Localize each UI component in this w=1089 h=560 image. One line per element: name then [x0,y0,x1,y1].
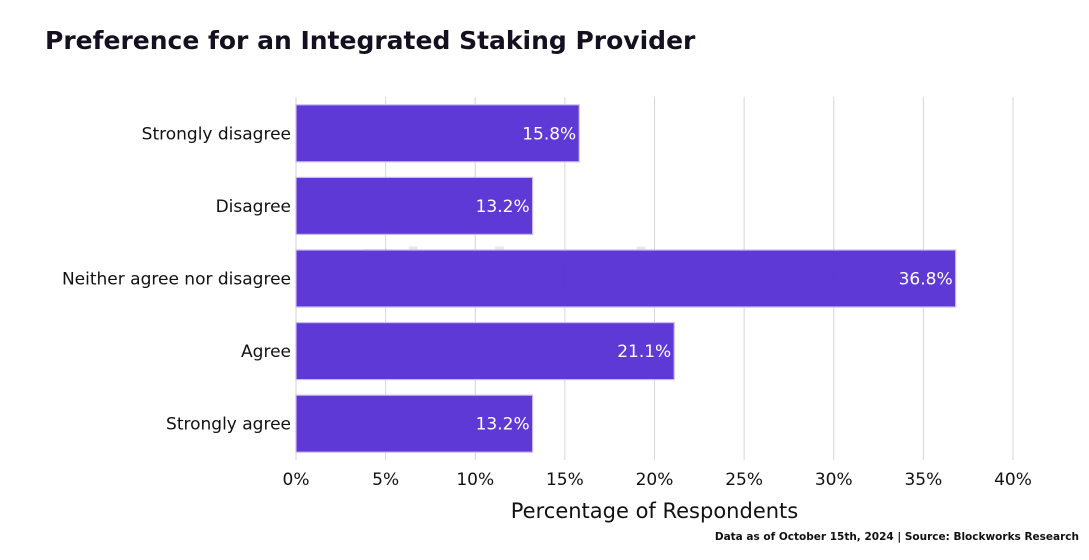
x-tick-label: 40% [994,470,1032,490]
x-tick-label: 15% [546,470,584,490]
bar-value-label: 13.2% [476,197,530,217]
x-tick-label: 5% [372,470,399,490]
source-footer: Data as of October 15th, 2024 | Source: … [714,531,1079,543]
bar-value-label: 21.1% [617,342,671,362]
bar-value-label: 13.2% [476,415,530,435]
bar-value-label: 15.8% [522,124,576,144]
chart-title: Preference for an Integrated Staking Pro… [45,26,696,55]
bar [295,394,534,453]
x-axis-title: Percentage of Respondents [511,499,798,523]
x-tick-label: 30% [815,470,853,490]
x-tick-label: 20% [636,470,674,490]
y-category-label: Disagree [216,197,291,217]
x-tick-label: 25% [725,470,763,490]
y-category-label: Strongly agree [166,415,291,435]
x-tick-label: 0% [283,470,310,490]
bar [295,176,534,235]
bar [295,104,580,163]
x-tick-label: 10% [456,470,494,490]
bar-value-label: 36.8% [899,270,953,290]
y-category-label: Strongly disagree [142,124,291,144]
bar [295,322,675,381]
y-category-label: Neither agree nor disagree [62,270,291,290]
x-tick-label: 35% [904,470,942,490]
bar [295,249,957,308]
y-category-label: Agree [241,342,291,362]
